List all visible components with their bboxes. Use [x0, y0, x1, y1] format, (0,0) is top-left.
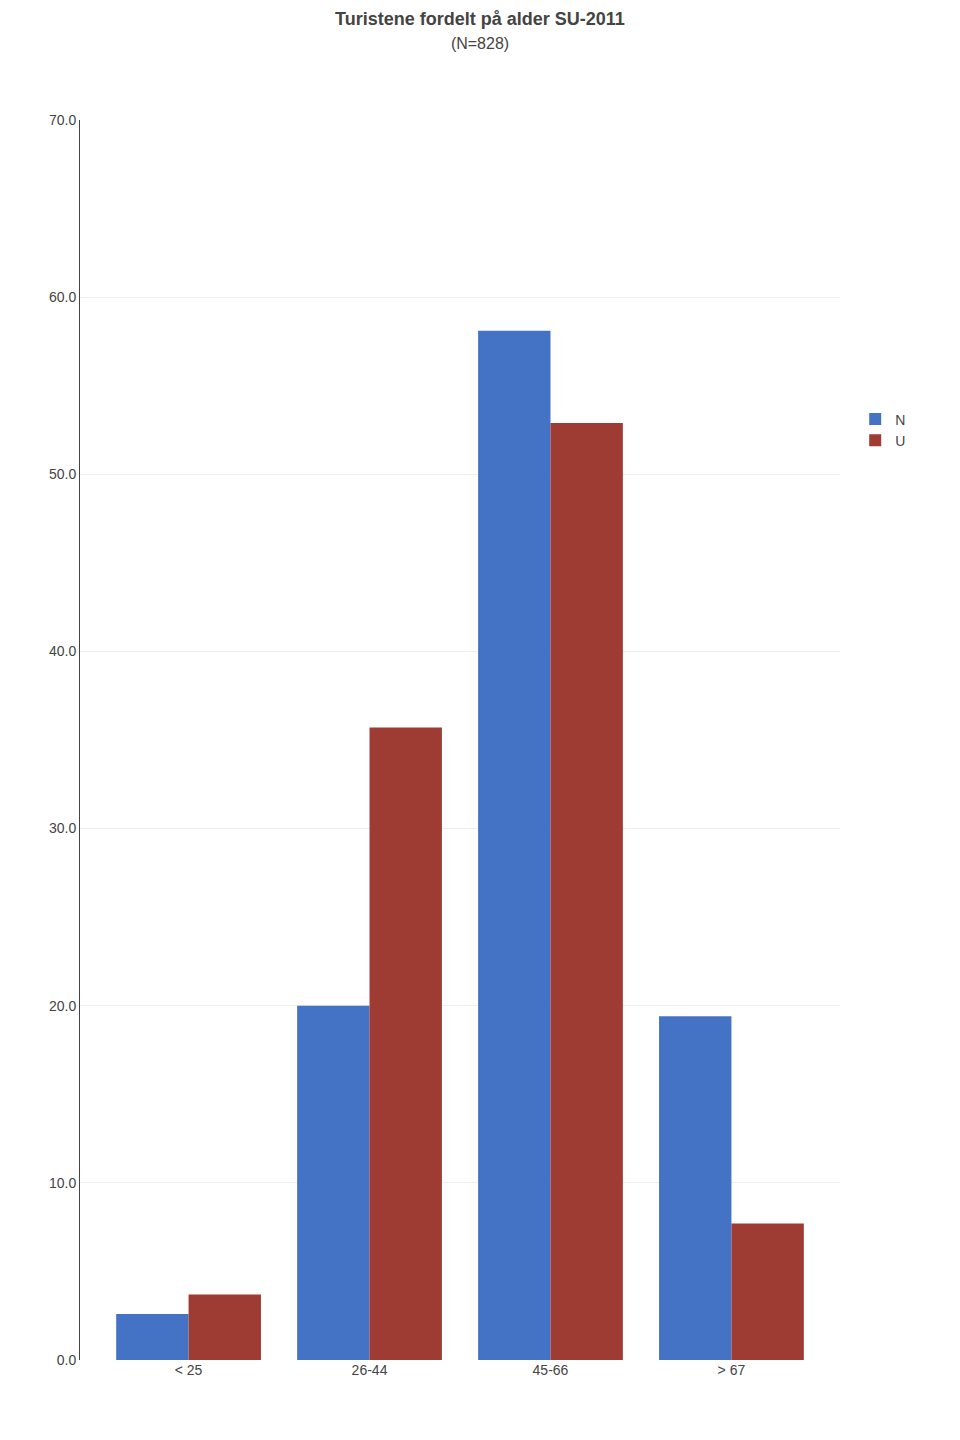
svg-text:N: N [895, 412, 905, 428]
svg-text:Turistene fordelt på alder SU-: Turistene fordelt på alder SU-2011(N=828… [335, 9, 625, 51]
svg-text:70.0: 70.0 [49, 112, 76, 128]
svg-text:60.0: 60.0 [49, 289, 76, 305]
svg-text:20.0: 20.0 [49, 998, 76, 1014]
svg-text:> 67: > 67 [718, 1362, 746, 1378]
svg-text:45-66: 45-66 [533, 1362, 569, 1378]
svg-text:50.0: 50.0 [49, 466, 76, 482]
svg-text:30.0: 30.0 [49, 820, 76, 836]
svg-text:10.0: 10.0 [49, 1175, 76, 1191]
svg-text:26-44: 26-44 [352, 1362, 388, 1378]
svg-text:0.0: 0.0 [57, 1352, 77, 1368]
svg-text:40.0: 40.0 [49, 643, 76, 659]
svg-text:< 25: < 25 [175, 1362, 203, 1378]
svg-text:U: U [895, 433, 905, 449]
